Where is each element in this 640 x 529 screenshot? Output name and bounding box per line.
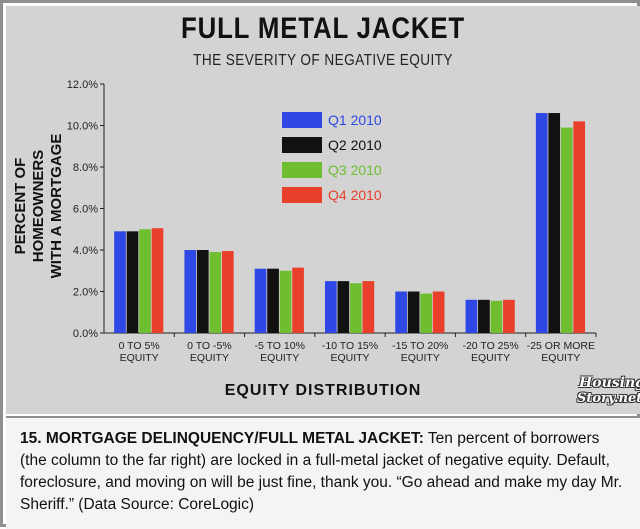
x-tick-label: 0 TO 5% xyxy=(119,340,160,352)
legend-label: Q1 2010 xyxy=(328,112,382,128)
logo-line-1: Housing xyxy=(579,375,640,391)
x-tick-label: EQUITY xyxy=(330,352,369,364)
bar-q4-2010 xyxy=(221,251,234,333)
bar-q2-2010 xyxy=(267,268,279,333)
bar-q4-2010 xyxy=(292,267,304,333)
bar-q3-2010 xyxy=(350,283,362,333)
caption-lead: 15. MORTGAGE DELINQUENCY/FULL METAL JACK… xyxy=(20,430,424,447)
y-tick-label: 6.0% xyxy=(73,204,98,216)
x-tick-label: 0 TO -5% xyxy=(187,340,232,352)
bar-q2-2010 xyxy=(337,281,350,333)
bar-q1-2010 xyxy=(395,291,407,333)
x-axis-label: EQUITY DISTRIBUTION xyxy=(224,382,422,399)
bar-q3-2010 xyxy=(139,229,151,333)
legend-label: Q4 2010 xyxy=(328,187,382,203)
y-tick-label: 12.0% xyxy=(67,79,98,91)
bar-q3-2010 xyxy=(490,300,503,333)
x-tick-label: EQUITY xyxy=(120,352,159,364)
bar-q1-2010 xyxy=(325,281,337,333)
x-tick-label: EQUITY xyxy=(401,352,440,364)
bar-q4-2010 xyxy=(503,299,515,333)
bar-q2-2010 xyxy=(407,291,420,333)
y-tick-label: 4.0% xyxy=(73,245,98,257)
legend-swatch xyxy=(282,187,322,203)
bar-q2-2010 xyxy=(196,250,209,333)
logo-line-2: Story.net xyxy=(577,391,640,406)
x-tick-label: EQUITY xyxy=(541,352,580,364)
legend-swatch xyxy=(282,162,322,178)
bar-q1-2010 xyxy=(465,299,478,333)
y-tick-label: 8.0% xyxy=(73,162,98,174)
bar-q2-2010 xyxy=(478,299,490,333)
bar-q3-2010 xyxy=(420,293,432,333)
housingstory-logo: Housing Story.net xyxy=(571,375,640,415)
chart-panel: FULL METAL JACKET THE SEVERITY OF NEGATI… xyxy=(6,6,640,414)
bar-q2-2010 xyxy=(548,113,561,333)
bar-q4-2010 xyxy=(432,291,445,333)
bar-q1-2010 xyxy=(254,268,267,333)
bar-q2-2010 xyxy=(126,231,139,333)
x-tick-label: -5 TO 10% xyxy=(255,340,305,352)
caption-text: 15. MORTGAGE DELINQUENCY/FULL METAL JACK… xyxy=(20,428,628,516)
bar-chart: 0.0%2.0%4.0%6.0%8.0%10.0%12.0%0 TO 5%EQU… xyxy=(67,79,597,364)
x-tick-label: -10 TO 15% xyxy=(322,340,378,352)
bar-q1-2010 xyxy=(184,250,197,333)
bar-q1-2010 xyxy=(114,231,126,333)
x-tick-label: -20 TO 25% xyxy=(462,340,518,352)
y-tick-label: 0.0% xyxy=(73,328,98,340)
bar-q3-2010 xyxy=(560,127,573,333)
chart-subtitle: THE SEVERITY OF NEGATIVE EQUITY xyxy=(193,52,453,69)
legend-swatch xyxy=(282,112,322,128)
bar-q3-2010 xyxy=(279,270,292,333)
bar-q4-2010 xyxy=(151,228,164,333)
bar-q4-2010 xyxy=(573,121,586,333)
bar-q4-2010 xyxy=(362,281,375,333)
x-tick-label: EQUITY xyxy=(471,352,510,364)
legend-swatch xyxy=(282,137,322,153)
x-tick-label: EQUITY xyxy=(190,352,229,364)
caption-panel: 15. MORTGAGE DELINQUENCY/FULL METAL JACK… xyxy=(6,416,640,529)
chart-title: FULL METAL JACKET xyxy=(180,12,466,45)
legend-label: Q3 2010 xyxy=(328,162,382,178)
x-tick-label: -15 TO 20% xyxy=(392,340,448,352)
y-tick-label: 10.0% xyxy=(67,121,98,133)
caption-body: Ten percent of borrowers (the column to … xyxy=(20,430,623,513)
x-tick-label: EQUITY xyxy=(260,352,299,364)
bar-q3-2010 xyxy=(209,252,222,333)
bar-q1-2010 xyxy=(535,113,548,333)
y-tick-label: 2.0% xyxy=(73,287,98,299)
x-tick-label: -25 OR MORE xyxy=(527,340,595,352)
legend-label: Q2 2010 xyxy=(328,137,382,153)
